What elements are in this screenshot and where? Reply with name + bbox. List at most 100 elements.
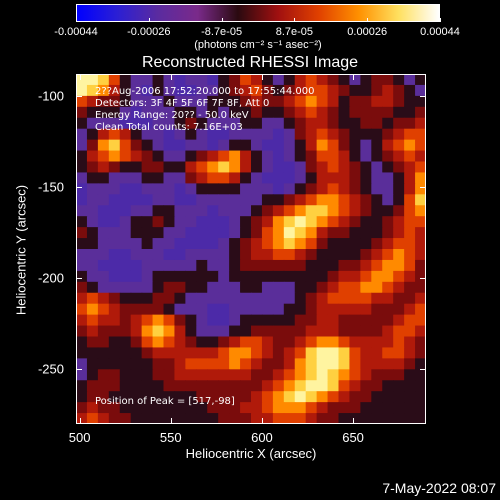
heatmap-cell xyxy=(141,74,154,86)
heatmap-cell xyxy=(152,391,165,403)
heatmap-cell xyxy=(97,238,110,250)
heatmap-cell xyxy=(130,74,143,86)
heatmap-cell xyxy=(130,325,143,338)
heatmap-cell xyxy=(108,172,121,184)
heatmap-cell xyxy=(240,303,252,316)
colorbar-units-label: (photons cm⁻² s⁻¹ asec⁻²) xyxy=(194,39,322,51)
heatmap-cell xyxy=(229,314,241,327)
heatmap-cell xyxy=(163,216,176,228)
heatmap-cell xyxy=(218,95,230,108)
heatmap-cell xyxy=(152,347,165,359)
heatmap-cell xyxy=(382,172,394,184)
heatmap-cell xyxy=(371,402,383,414)
heatmap-cell xyxy=(316,249,329,261)
heatmap-cell xyxy=(185,194,197,206)
heatmap-cell xyxy=(360,402,372,414)
heatmap-cell xyxy=(152,183,165,195)
heatmap-cell xyxy=(338,413,351,424)
heatmap-cell xyxy=(130,402,143,414)
heatmap-cell xyxy=(108,281,121,294)
heatmap-cell xyxy=(119,270,132,283)
heatmap-cell xyxy=(119,402,132,414)
heatmap-cell xyxy=(371,238,383,250)
heatmap-cell xyxy=(174,336,186,349)
heatmap-cell xyxy=(130,347,143,359)
heatmap-cell xyxy=(207,358,219,370)
y-axis-tick xyxy=(76,278,82,280)
heatmap-cell xyxy=(108,161,121,174)
heatmap-cell xyxy=(404,106,416,119)
heatmap-cell xyxy=(327,380,340,392)
heatmap-cell xyxy=(305,380,318,392)
heatmap-cell xyxy=(119,259,132,272)
heatmap-cell xyxy=(272,128,285,141)
heatmap-cell xyxy=(196,259,208,272)
heatmap-cell xyxy=(163,325,176,338)
heatmap-cell xyxy=(349,150,361,163)
heatmap-cell xyxy=(240,270,252,283)
heatmap-cell xyxy=(185,292,197,305)
heatmap-cell xyxy=(76,227,88,239)
heatmap-cell xyxy=(404,205,416,217)
heatmap-cell xyxy=(349,336,361,349)
heatmap-cell xyxy=(393,128,405,141)
heatmap-cell xyxy=(393,325,405,338)
heatmap-cell xyxy=(283,249,296,261)
heatmap-cell xyxy=(229,369,241,381)
heatmap-cell xyxy=(349,205,361,217)
heatmap-cell xyxy=(283,227,296,239)
heatmap-cell xyxy=(327,172,340,184)
heatmap-cell xyxy=(261,194,274,206)
heatmap-cell xyxy=(251,205,263,217)
heatmap-cell xyxy=(196,314,208,327)
heatmap-cell xyxy=(185,369,197,381)
heatmap-cell xyxy=(130,139,143,152)
colorbar-tick-label: 0.00044 xyxy=(420,26,460,38)
heatmap-cell xyxy=(338,183,351,195)
heatmap-cell xyxy=(261,84,274,97)
heatmap-cell xyxy=(382,292,394,305)
heatmap-cell xyxy=(218,139,230,152)
heatmap-cell xyxy=(86,336,99,349)
heatmap-cell xyxy=(163,281,176,294)
heatmap-cell xyxy=(240,74,252,86)
heatmap-cell xyxy=(305,117,318,130)
heatmap-cell xyxy=(261,172,274,184)
heatmap-cell xyxy=(294,172,307,184)
heatmap-cell xyxy=(196,402,208,414)
heatmap-cell xyxy=(360,292,372,305)
heatmap-cell xyxy=(229,391,241,403)
heatmap-cell xyxy=(316,216,329,228)
heatmap-cell xyxy=(185,336,197,349)
heatmap-cell xyxy=(251,249,263,261)
heatmap-cell xyxy=(261,216,274,228)
heatmap-cell xyxy=(229,194,241,206)
heatmap-cell xyxy=(152,74,165,86)
heatmap-cell xyxy=(360,281,372,294)
heatmap-cell xyxy=(415,380,426,392)
heatmap-cell xyxy=(218,183,230,195)
heatmap-cell xyxy=(152,216,165,228)
heatmap-cell xyxy=(283,314,296,327)
heatmap-cell xyxy=(174,292,186,305)
heatmap-cell xyxy=(174,347,186,359)
heatmap-cell xyxy=(283,194,296,206)
heatmap-cell xyxy=(196,95,208,108)
heatmap-cell xyxy=(404,270,416,283)
heatmap-cell xyxy=(86,227,99,239)
heatmap-cell xyxy=(76,369,88,381)
heatmap-cell xyxy=(130,358,143,370)
heatmap-cell xyxy=(119,238,132,250)
heatmap-cell xyxy=(119,194,132,206)
heatmap-cell xyxy=(415,369,426,381)
heatmap-cell xyxy=(207,227,219,239)
heatmap-cell xyxy=(86,347,99,359)
heatmap-cell xyxy=(108,183,121,195)
heatmap-cell xyxy=(163,128,176,141)
heatmap-cell xyxy=(119,161,132,174)
heatmap-cell xyxy=(415,413,426,424)
heatmap-cell xyxy=(415,128,426,141)
heatmap-cell xyxy=(108,84,121,97)
heatmap-cell xyxy=(382,95,394,108)
heatmap-cell xyxy=(174,402,186,414)
